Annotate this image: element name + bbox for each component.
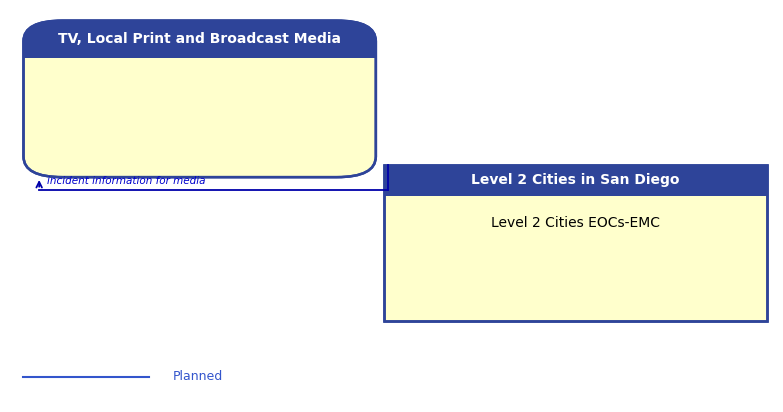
- Bar: [384, 165, 767, 196]
- Text: incident information for media: incident information for media: [47, 176, 205, 186]
- Bar: [23, 37, 376, 58]
- Text: Level 2 Cities EOCs-EMC: Level 2 Cities EOCs-EMC: [491, 216, 660, 230]
- Text: Level 2 Cities in San Diego: Level 2 Cities in San Diego: [471, 173, 680, 187]
- FancyBboxPatch shape: [23, 21, 376, 58]
- Bar: [384, 165, 767, 321]
- Text: Planned: Planned: [172, 370, 222, 384]
- Bar: [384, 165, 767, 321]
- Text: TV, Local Print and Broadcast Media: TV, Local Print and Broadcast Media: [58, 32, 341, 46]
- FancyBboxPatch shape: [23, 21, 376, 177]
